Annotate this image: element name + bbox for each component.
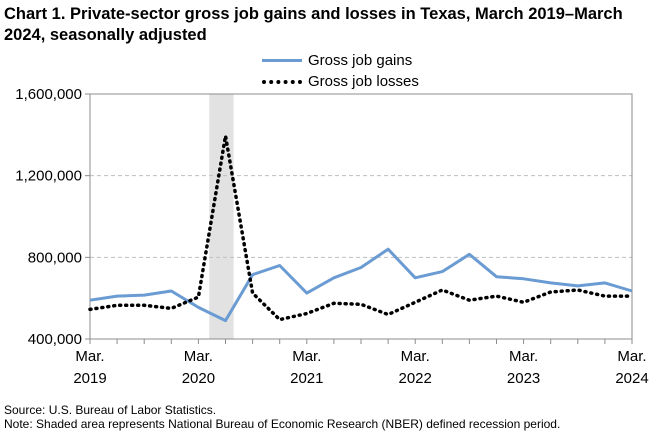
x-tick-label-year: 2021 <box>290 370 323 387</box>
x-tick-label-year: 2022 <box>399 370 432 387</box>
chart-title: Chart 1. Private-sector gross job gains … <box>4 5 623 44</box>
y-tick-label: 800,000 <box>28 249 82 266</box>
x-tick-label-month: Mar. <box>184 348 213 365</box>
recession-note: Note: Shaded area represents National Bu… <box>4 417 561 431</box>
x-tick-label-month: Mar. <box>509 348 538 365</box>
legend-label-gains: Gross job gains <box>308 52 413 69</box>
x-tick-label-month: Mar. <box>75 348 104 365</box>
x-tick-label-year: 2019 <box>73 370 106 387</box>
y-tick-label: 1,200,000 <box>15 168 82 185</box>
x-tick-label-month: Mar. <box>617 348 646 365</box>
x-tick-label-month: Mar. <box>401 348 430 365</box>
series-line-gross-job-gains <box>89 247 633 323</box>
legend-label-losses: Gross job losses <box>308 73 419 90</box>
y-tick-label: 400,000 <box>28 331 82 348</box>
x-tick-label-year: 2023 <box>507 370 540 387</box>
legend: Gross job gains Gross job losses <box>262 50 419 92</box>
series-line-gross-job-losses <box>88 134 634 322</box>
chart-footer: Source: U.S. Bureau of Labor Statistics.… <box>4 403 560 431</box>
legend-swatch-gains <box>262 59 302 62</box>
legend-item-losses: Gross job losses <box>262 71 419 92</box>
legend-item-gains: Gross job gains <box>262 50 419 71</box>
x-tick-label-month: Mar. <box>292 348 321 365</box>
source-note: Source: U.S. Bureau of Labor Statistics. <box>4 403 217 417</box>
x-tick-label-year: 2020 <box>182 370 215 387</box>
x-tick-label-year: 2024 <box>615 370 648 387</box>
plot-area-border <box>89 93 633 340</box>
y-tick-label: 1,600,000 <box>15 86 82 103</box>
legend-swatch-losses <box>262 79 302 84</box>
